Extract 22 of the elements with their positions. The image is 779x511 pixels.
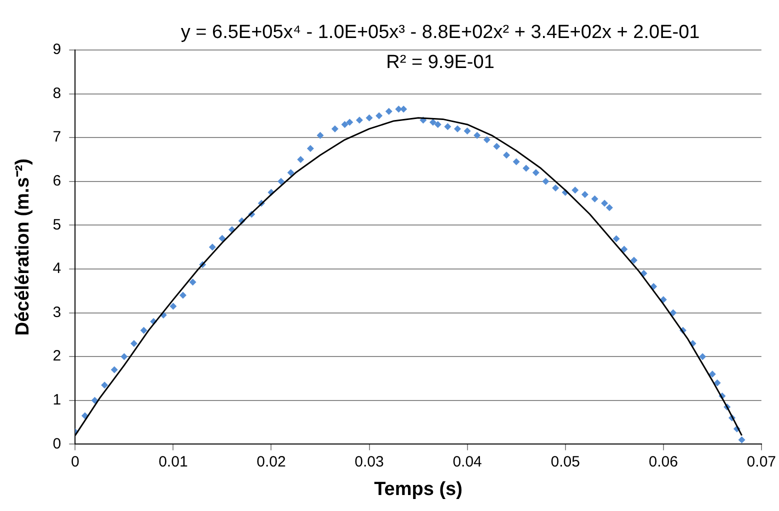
x-tick-label: 0.06: [648, 453, 678, 470]
y-tick-label: 3: [52, 304, 62, 321]
y-tick-label: 8: [52, 84, 62, 102]
annotation: R² = 9.9E-01: [386, 52, 494, 74]
y-tick-label: 1: [52, 392, 62, 409]
x-tick-label: 0.05: [550, 453, 580, 470]
y-tick-label: 2: [52, 348, 62, 365]
y-tick-label: 9: [52, 41, 62, 58]
x-tick-label: 0.03: [354, 453, 384, 470]
y-tick-label: 4: [52, 260, 62, 278]
x-tick-label: 0.01: [158, 453, 188, 470]
y-tick-label: 0: [52, 435, 62, 452]
x-tick-label: 0: [70, 453, 80, 470]
x-axis-title: Temps (s): [374, 478, 462, 500]
x-tick-label: 0.07: [746, 453, 776, 470]
y-tick-label: 7: [52, 128, 62, 146]
x-tick-label: 0.02: [256, 453, 286, 470]
x-tick-label: 0.04: [452, 453, 482, 470]
text: y = 6.5E+05x⁴ - 1.0E+05x³ - 8.8E+02x² + 3.4E+02x + 2.0E-01: [180, 22, 700, 44]
y-tick-label: 5: [52, 216, 62, 234]
y-tick-label: 6: [52, 172, 62, 190]
y-axis-title: Décélération (m.s⁻²): [12, 158, 34, 336]
